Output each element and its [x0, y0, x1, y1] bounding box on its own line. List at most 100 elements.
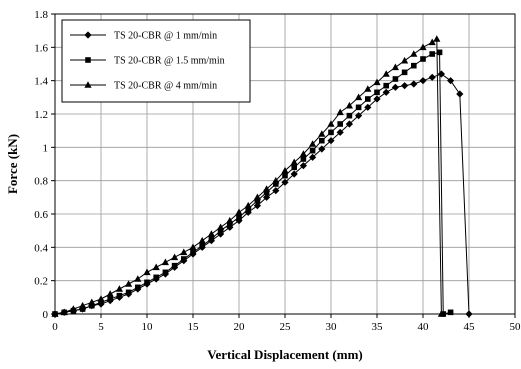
data-point: [253, 193, 261, 201]
y-tick-label: 0.2: [34, 276, 48, 288]
data-point: [97, 295, 105, 302]
data-point: [391, 63, 399, 71]
data-point: [272, 187, 280, 195]
data-point: [254, 197, 261, 204]
data-point: [318, 130, 326, 137]
data-point: [373, 78, 381, 86]
data-point: [336, 128, 344, 136]
data-point: [51, 310, 59, 317]
data-point: [89, 302, 95, 309]
data-point: [171, 253, 179, 261]
legend-label: TS 20-CBR @ 1.5 mm/min: [114, 56, 225, 67]
x-tick-label: 50: [510, 321, 521, 333]
data-point: [135, 284, 141, 291]
data-point: [208, 236, 215, 242]
y-axis-title: Force (kN): [5, 134, 20, 194]
data-point: [181, 256, 187, 262]
data-point: [190, 249, 196, 256]
data-point: [336, 108, 344, 116]
legend-item: TS 20-CBR @ 1 mm/min: [70, 31, 217, 42]
data-point: [383, 82, 389, 89]
y-axis-ticks: 0 0.2 0.4 0.6 0.8 1 1.2 1.4 1.6 1.8: [34, 9, 55, 321]
data-point: [88, 298, 96, 306]
data-point: [199, 242, 205, 249]
x-tick-label: 45: [464, 321, 476, 333]
legend-marker: [84, 81, 92, 88]
data-point: [227, 221, 233, 227]
legend-item: TS 20-CBR @ 4 mm/min: [70, 81, 217, 92]
data-point: [365, 96, 371, 102]
data-point: [143, 268, 151, 276]
data-point: [263, 185, 271, 192]
data-point: [189, 243, 197, 251]
x-tick-label: 20: [234, 321, 246, 333]
series-3: [51, 35, 445, 317]
data-point: [198, 236, 206, 244]
data-point: [79, 306, 86, 312]
data-point: [281, 178, 289, 186]
data-point: [299, 162, 307, 170]
data-point: [391, 83, 399, 91]
x-tick-label: 40: [418, 321, 430, 333]
data-point: [115, 285, 123, 292]
x-tick-label: 15: [188, 321, 200, 333]
data-point: [106, 290, 114, 297]
data-point: [162, 269, 169, 276]
data-point: [144, 279, 150, 286]
data-point: [60, 308, 68, 316]
data-point: [236, 214, 242, 221]
data-point: [245, 206, 251, 212]
data-point: [345, 120, 353, 128]
data-point: [374, 89, 380, 96]
data-point: [447, 309, 454, 316]
x-tick-label: 5: [98, 321, 104, 333]
data-point: [309, 153, 317, 161]
data-point: [161, 258, 169, 266]
x-axis-title: Vertical Displacement (mm): [207, 347, 362, 362]
data-point: [319, 137, 325, 144]
data-point: [410, 80, 418, 88]
x-tick-label: 25: [280, 321, 292, 333]
data-point: [437, 70, 445, 78]
data-point: [328, 129, 334, 136]
data-point: [429, 51, 435, 57]
data-point: [263, 189, 270, 196]
data-point: [253, 202, 261, 210]
data-point: [107, 296, 113, 302]
data-point: [373, 95, 381, 103]
data-point: [447, 77, 455, 85]
series-layer: [51, 35, 473, 318]
data-point: [355, 112, 363, 120]
data-point: [290, 158, 298, 166]
legend-label: TS 20-CBR @ 4 mm/min: [114, 81, 217, 92]
data-point: [263, 193, 271, 201]
legend-label: TS 20-CBR @ 1 mm/min: [114, 31, 217, 42]
data-point: [98, 299, 104, 306]
data-point: [125, 280, 133, 287]
data-point: [69, 305, 77, 312]
y-tick-label: 0.6: [34, 209, 48, 221]
data-point: [309, 147, 316, 154]
data-point: [456, 90, 464, 98]
legend-marker: [84, 31, 92, 39]
data-point: [345, 101, 353, 109]
data-point: [300, 156, 307, 162]
x-axis-ticks: 0 5 10 15 20 25 30 35 40 45 50: [52, 314, 521, 333]
data-point: [433, 35, 441, 42]
data-point: [290, 170, 298, 178]
data-point: [337, 121, 343, 127]
data-point: [79, 301, 87, 309]
data-point: [272, 176, 280, 184]
data-point: [364, 103, 372, 111]
y-tick-label: 1.8: [34, 9, 48, 21]
data-point: [217, 227, 224, 234]
data-point: [355, 93, 363, 101]
x-tick-label: 0: [52, 321, 58, 333]
data-point: [401, 56, 409, 64]
data-point: [244, 201, 252, 209]
y-tick-label: 0.4: [34, 242, 48, 254]
x-tick-label: 30: [326, 321, 338, 333]
data-point: [291, 164, 297, 171]
data-point: [327, 137, 335, 145]
